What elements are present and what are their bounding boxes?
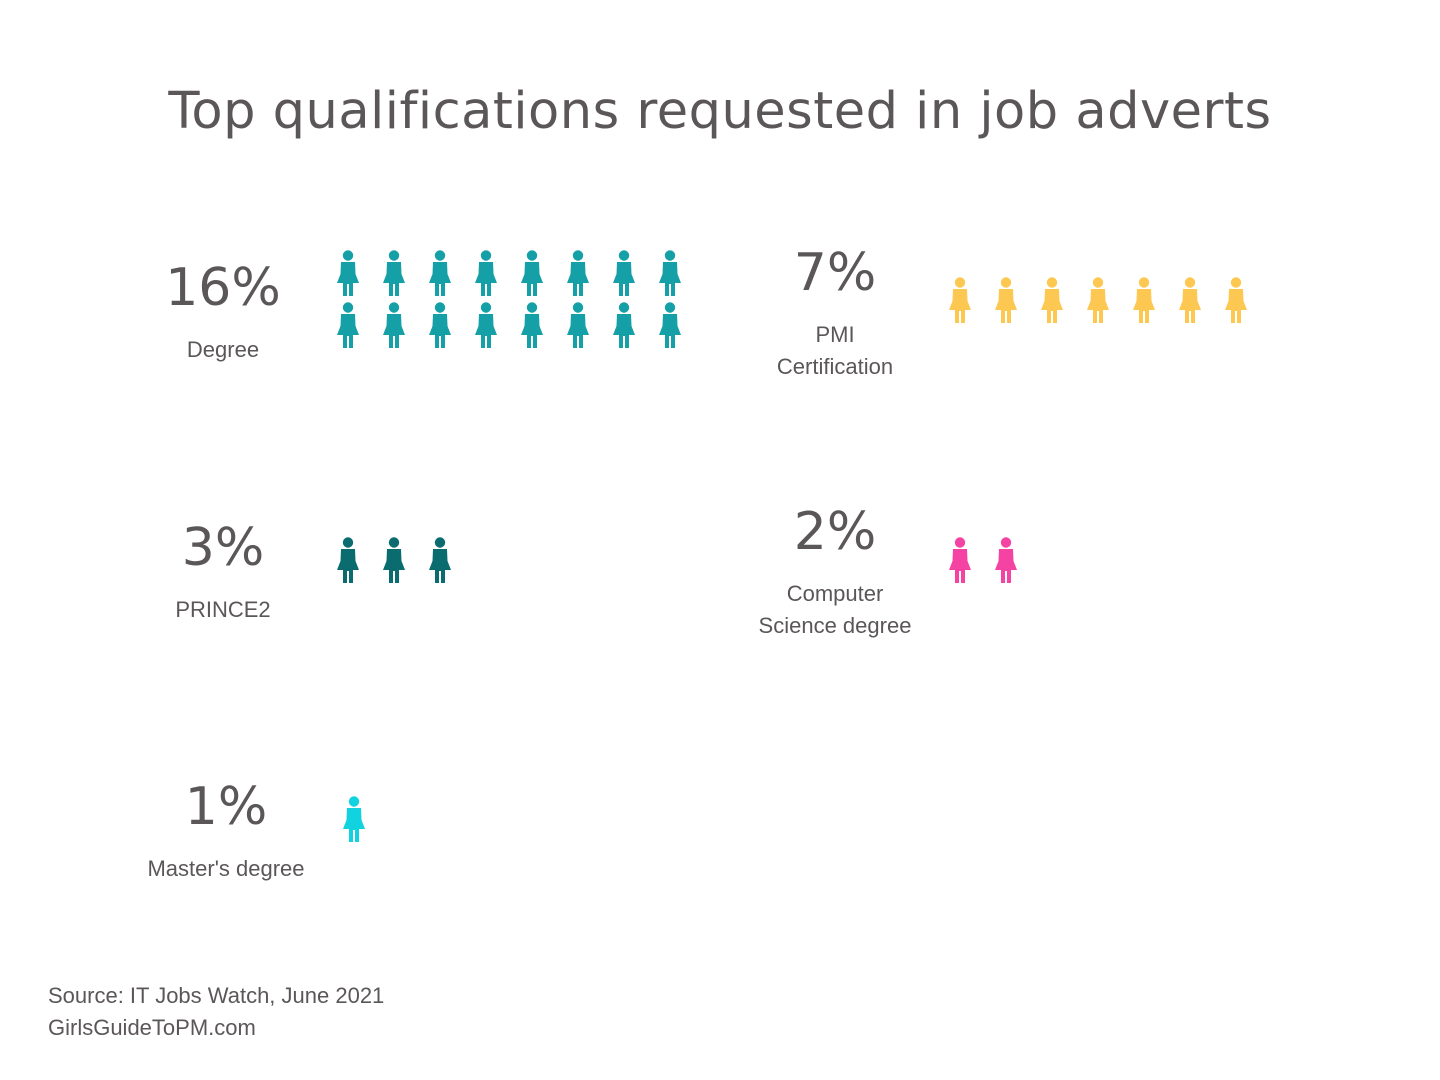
person-icon [612, 302, 636, 348]
person-icon [336, 537, 360, 583]
stat-pmi-certification: 7% PMI Certification [735, 247, 935, 383]
person-icon [382, 250, 406, 296]
person-icon [658, 302, 682, 348]
stat-label: Master's degree [147, 856, 305, 881]
person-icon [428, 250, 452, 296]
stat-label: PMI Certification [776, 322, 894, 379]
person-icon [566, 250, 590, 296]
stat-label: Degree [186, 337, 260, 362]
site-text: GirlsGuideToPM.com [48, 1015, 256, 1040]
stat-percentage: 2% [793, 502, 877, 562]
person-icon [994, 277, 1018, 323]
person-icon [658, 250, 682, 296]
person-icon [994, 537, 1018, 583]
person-icon [1178, 277, 1202, 323]
person-icon [428, 302, 452, 348]
stat-percentage: 1% [184, 777, 268, 837]
person-icon [520, 250, 544, 296]
stat-percentage: 3% [181, 518, 265, 578]
person-icon [342, 796, 366, 842]
stat-label: Computer Science degree [758, 581, 912, 638]
person-icon [1040, 277, 1064, 323]
stat-masters-degree: 1% Master's degree [116, 781, 336, 885]
person-icon [474, 302, 498, 348]
person-icon [382, 302, 406, 348]
source-note: Source: IT Jobs Watch, June 2021 GirlsGu… [48, 980, 384, 1044]
person-icon [948, 537, 972, 583]
stat-percentage: 7% [793, 243, 877, 303]
person-icon [1132, 277, 1156, 323]
person-icon [336, 302, 360, 348]
stat-prince2: 3% PRINCE2 [123, 522, 323, 626]
person-icon [1086, 277, 1110, 323]
chart-title: Top qualifications requested in job adve… [168, 82, 1272, 141]
person-icon [612, 250, 636, 296]
person-icon [566, 302, 590, 348]
stat-degree: 16% Degree [123, 262, 323, 366]
source-text: Source: IT Jobs Watch, June 2021 [48, 983, 385, 1008]
person-icon [336, 250, 360, 296]
stat-computer-science-degree: 2% Computer Science degree [715, 506, 955, 642]
person-icon [382, 537, 406, 583]
stat-percentage: 16% [165, 258, 281, 318]
stat-label: PRINCE2 [175, 597, 271, 622]
person-icon [1224, 277, 1248, 323]
person-icon [428, 537, 452, 583]
person-icon [474, 250, 498, 296]
person-icon [948, 277, 972, 323]
person-icon [520, 302, 544, 348]
